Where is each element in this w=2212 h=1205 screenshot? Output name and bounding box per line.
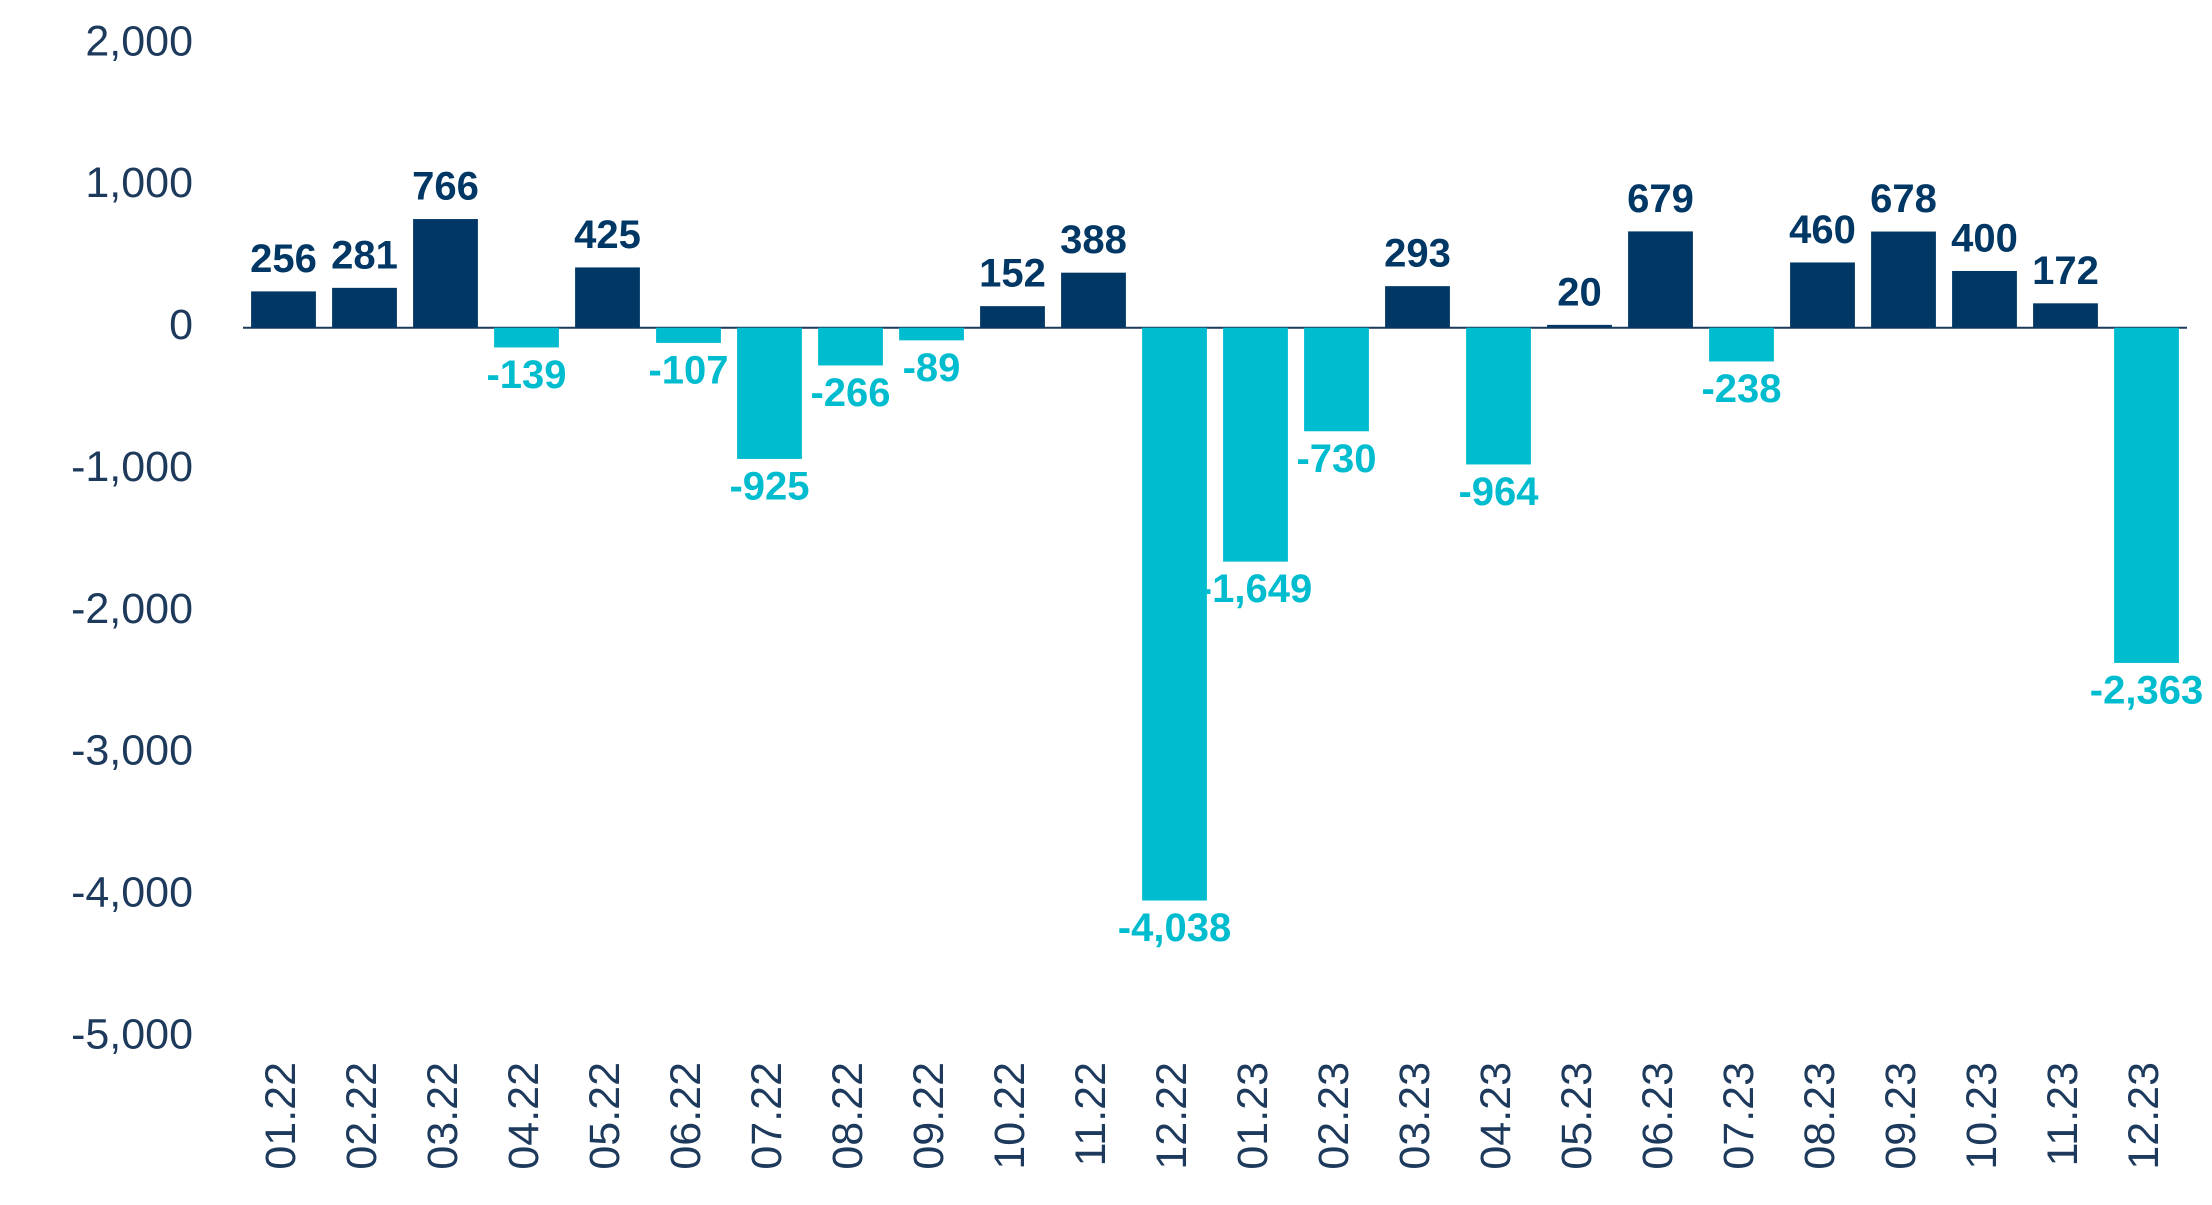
data-label: 460: [1789, 208, 1856, 252]
x-tick-label: 05.22: [581, 1062, 629, 1170]
data-label: -139: [486, 353, 566, 397]
data-label: -730: [1296, 437, 1376, 481]
x-tick-label: 09.23: [1877, 1062, 1925, 1170]
bar: [2114, 327, 2179, 663]
y-tick-label: -5,000: [71, 1010, 193, 1058]
bar: [1223, 327, 1288, 562]
bar: [656, 327, 721, 343]
x-tick-label: 04.22: [500, 1062, 548, 1170]
x-tick-label: 03.22: [419, 1062, 467, 1170]
data-label: -266: [810, 371, 890, 415]
data-label: -925: [729, 464, 809, 508]
data-label: 679: [1627, 177, 1694, 221]
bar: [1790, 262, 1855, 328]
bar: [1871, 231, 1936, 328]
bar: [575, 267, 640, 328]
y-tick-label: 1,000: [85, 159, 193, 207]
x-tick-label: 11.22: [1067, 1062, 1115, 1166]
x-tick-label: 06.23: [1634, 1062, 1682, 1170]
y-tick-label: 2,000: [85, 17, 193, 65]
x-tick-label: 01.23: [1229, 1062, 1277, 1170]
bar: [737, 327, 802, 459]
data-label: 172: [2032, 249, 2099, 293]
bar: [1709, 327, 1774, 362]
data-label: 678: [1870, 177, 1937, 221]
data-label: -107: [648, 348, 728, 392]
bar: [251, 291, 316, 328]
data-label: 152: [979, 252, 1046, 296]
data-label: 388: [1060, 218, 1127, 262]
bar: [818, 327, 883, 366]
data-label: -964: [1458, 470, 1539, 514]
x-tick-label: 12.22: [1148, 1062, 1196, 1170]
bar: [899, 327, 964, 341]
x-tick-label: 07.23: [1715, 1062, 1763, 1170]
bar: [2033, 303, 2098, 328]
bar: [1547, 324, 1612, 328]
bar: [1061, 272, 1126, 328]
bar: [413, 219, 478, 328]
x-tick-label: 02.23: [1310, 1062, 1358, 1170]
x-tick-label: 07.22: [743, 1062, 791, 1170]
x-tick-label: 01.22: [257, 1062, 305, 1170]
data-label: 256: [250, 237, 317, 281]
data-label: -238: [1701, 367, 1781, 411]
bar: [1466, 327, 1531, 465]
bar: [1385, 286, 1450, 328]
bar: [1304, 327, 1369, 432]
data-label: -1,649: [1199, 567, 1312, 611]
bar: [1142, 327, 1207, 901]
y-tick-label: 0: [169, 301, 193, 349]
x-tick-label: 05.23: [1553, 1062, 1601, 1170]
y-tick-label: -1,000: [71, 443, 193, 491]
bar: [494, 327, 559, 348]
x-tick-label: 09.22: [905, 1062, 953, 1170]
data-label: -4,038: [1118, 906, 1231, 950]
data-label: -2,363: [2090, 668, 2203, 712]
x-tick-label: 06.22: [662, 1062, 710, 1170]
bar: [1628, 231, 1693, 328]
y-tick-label: -3,000: [71, 727, 193, 775]
bar: [980, 306, 1045, 328]
data-label: 20: [1557, 270, 1602, 314]
bar: [1952, 270, 2017, 328]
y-tick-label: -2,000: [71, 585, 193, 633]
data-label: 293: [1384, 232, 1451, 276]
y-tick-label: -4,000: [71, 869, 193, 917]
x-tick-label: 10.22: [986, 1062, 1034, 1170]
x-tick-label: 08.23: [1796, 1062, 1844, 1170]
data-label: 425: [574, 213, 641, 257]
x-tick-label: 04.23: [1472, 1062, 1520, 1170]
data-label: 766: [412, 165, 479, 209]
x-tick-label: 12.23: [2120, 1062, 2168, 1170]
data-label: 281: [331, 233, 398, 277]
data-label: -89: [903, 346, 961, 390]
x-tick-label: 03.23: [1391, 1062, 1439, 1170]
data-label: 400: [1951, 217, 2018, 261]
x-tick-label: 02.22: [338, 1062, 386, 1170]
x-tick-label: 08.22: [824, 1062, 872, 1170]
x-tick-label: 10.23: [1958, 1062, 2006, 1170]
x-tick-label: 11.23: [2039, 1062, 2087, 1166]
bar: [332, 287, 397, 328]
